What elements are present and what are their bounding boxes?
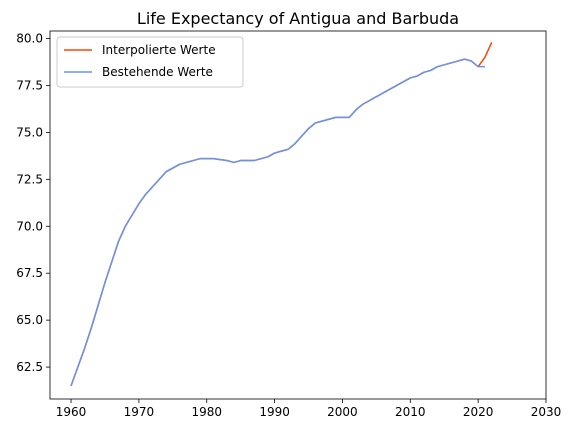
x-tick-label: 1990 (259, 405, 290, 419)
x-tick-label: 1970 (124, 405, 155, 419)
legend-label-0: Interpolierte Werte (102, 43, 216, 57)
x-tick-label: 1960 (56, 405, 87, 419)
series-line-1 (70, 58, 485, 387)
x-tick-label: 2030 (531, 405, 562, 419)
y-tick-label: 80.0 (16, 32, 43, 46)
y-tick-label: 77.5 (16, 78, 43, 92)
series-lines (70, 41, 493, 387)
axes-frame (49, 30, 547, 400)
y-tick-label: 67.5 (16, 266, 43, 280)
legend-box (56, 36, 244, 88)
x-tick-label: 1980 (191, 405, 222, 419)
y-tick-label: 75.0 (16, 125, 43, 139)
y-axis: 62.5 65.0 67.5 70.0 72.5 75.0 77.5 80.0 (16, 32, 50, 374)
y-tick-label: 62.5 (16, 360, 43, 374)
x-axis: 1960 1970 1980 1990 2000 2010 2020 2030 (56, 399, 562, 419)
y-tick-label: 65.0 (16, 313, 43, 327)
legend-label-1: Bestehende Werte (102, 65, 213, 79)
x-tick-label: 2000 (327, 405, 358, 419)
y-tick-label: 70.0 (16, 219, 43, 233)
legend: Interpolierte Werte Bestehende Werte (56, 36, 244, 88)
chart-title: Life Expectancy of Antigua and Barbuda (137, 9, 459, 28)
x-tick-label: 2020 (463, 405, 494, 419)
x-tick-label: 2010 (395, 405, 426, 419)
y-tick-label: 72.5 (16, 172, 43, 186)
